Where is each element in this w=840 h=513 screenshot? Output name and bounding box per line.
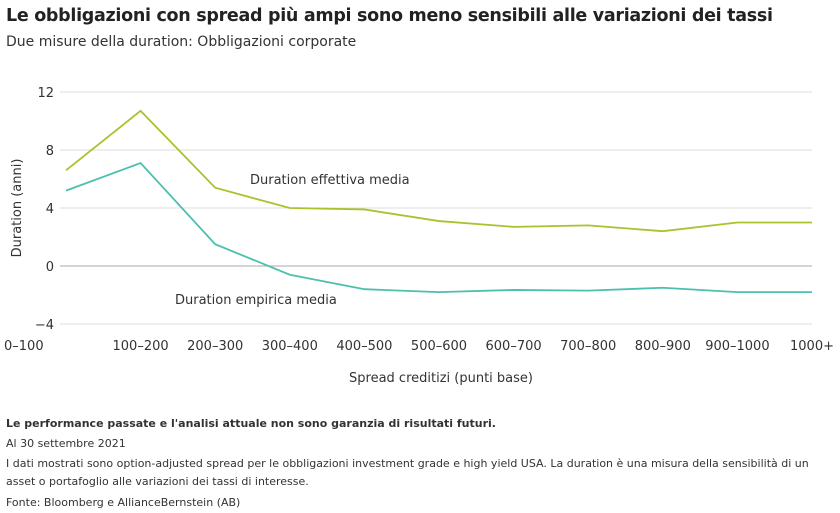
- y-tick-label: 12: [37, 86, 54, 101]
- chart-notes: Le performance passate e l'analisi attua…: [6, 414, 826, 513]
- x-tick-label: 0–100: [4, 339, 44, 354]
- date-note: Al 30 settembre 2021: [6, 434, 826, 454]
- x-tick-label: 700–800: [560, 339, 616, 354]
- x-tick-label: 300–400: [262, 339, 318, 354]
- y-tick-label: 4: [46, 202, 54, 217]
- x-tick-label: 200–300: [187, 339, 243, 354]
- y-tick-label: 8: [46, 144, 54, 159]
- description-note: I dati mostrati sono option-adjusted spr…: [6, 455, 826, 491]
- source-note: Fonte: Bloomberg e AllianceBernstein (AB…: [6, 493, 826, 513]
- series-label-empirica: Duration empirica media: [175, 293, 337, 308]
- x-tick-label: 400–500: [336, 339, 392, 354]
- x-tick-label: 600–700: [486, 339, 542, 354]
- y-axis-label: Duration (anni): [10, 159, 25, 258]
- x-tick-label: 500–600: [411, 339, 467, 354]
- x-tick-label: 1000+: [790, 339, 834, 354]
- y-tick-label: 0: [46, 260, 54, 275]
- line-chart: 12 8 4 0 −4 0–100 100–200 200–300 300–400 400–500…: [0, 0, 840, 400]
- y-tick-label: −4: [35, 318, 54, 333]
- x-tick-label: 100–200: [113, 339, 169, 354]
- series-label-effettiva: Duration effettiva media: [250, 173, 410, 188]
- x-tick-label: 900–1000: [705, 339, 769, 354]
- x-tick-label: 800–900: [635, 339, 691, 354]
- x-axis-label: Spread creditizi (punti base): [349, 371, 533, 386]
- disclaimer: Le performance passate e l'analisi attua…: [6, 414, 826, 434]
- series-line-0: [66, 111, 812, 231]
